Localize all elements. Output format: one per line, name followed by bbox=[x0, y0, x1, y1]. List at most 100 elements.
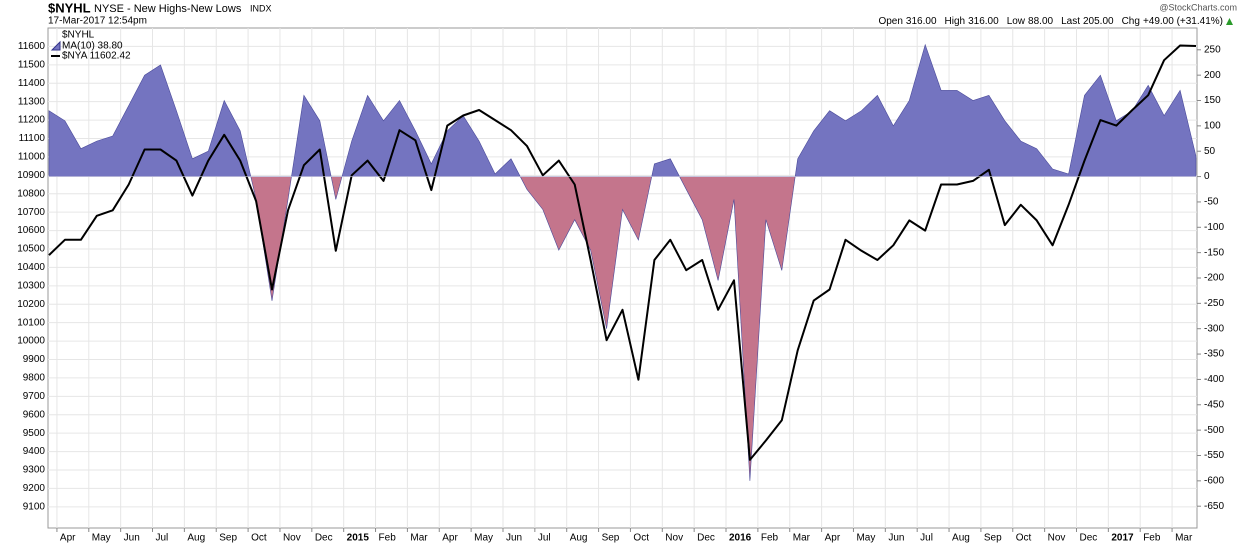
y2-tick-label: -500 bbox=[1204, 425, 1224, 436]
y-tick-label: 9900 bbox=[23, 354, 46, 365]
y-tick-label: 11300 bbox=[18, 96, 46, 107]
y-tick-label: 11000 bbox=[18, 152, 46, 163]
y2-tick-label: -350 bbox=[1204, 349, 1224, 360]
quote: Open 316.00 High 316.00 Low 88.00 Last 205.00 Ch… bbox=[878, 16, 1223, 27]
y-tick-label: 9500 bbox=[23, 428, 46, 439]
y-tick-label: 10100 bbox=[17, 317, 45, 328]
y-tick-label: 9100 bbox=[23, 501, 46, 512]
y-tick-label: 11200 bbox=[18, 115, 46, 126]
x-tick-label: Nov bbox=[665, 533, 683, 544]
quote-value: 316.00 bbox=[968, 16, 999, 27]
quote-label: Low bbox=[1007, 16, 1026, 27]
x-tick-label: Sep bbox=[602, 533, 620, 544]
source: @StockCharts.com bbox=[1159, 2, 1237, 12]
y-tick-label: 11600 bbox=[18, 41, 46, 52]
x-tick-label: Oct bbox=[633, 533, 649, 544]
y2-tick-label: -600 bbox=[1204, 475, 1224, 486]
quote-label: Open bbox=[878, 16, 902, 27]
quote-value: +49.00 (+31.41%) bbox=[1143, 16, 1223, 27]
exchange: INDX bbox=[250, 3, 272, 13]
y2-tick-label: -250 bbox=[1204, 298, 1224, 309]
y2-tick-label: -300 bbox=[1204, 323, 1224, 334]
x-tick-label: Apr bbox=[442, 533, 458, 544]
x-tick-label: Jul bbox=[920, 533, 933, 544]
y-tick-label: 10600 bbox=[17, 225, 45, 236]
y-tick-label: 10200 bbox=[17, 299, 45, 310]
x-tick-label: Sep bbox=[219, 533, 237, 544]
y-tick-label: 9300 bbox=[23, 465, 46, 476]
chart-title: $NYHL bbox=[48, 0, 91, 15]
y2-tick-label: 100 bbox=[1204, 121, 1221, 132]
y-tick-label: 11400 bbox=[18, 78, 46, 89]
x-tick-label: Mar bbox=[410, 533, 428, 544]
y-tick-label: 10300 bbox=[17, 280, 45, 291]
x-tick-label: Oct bbox=[1016, 533, 1032, 544]
x-tick-label: Aug bbox=[187, 533, 205, 544]
grid bbox=[48, 28, 1197, 528]
x-tick-label: Jun bbox=[888, 533, 904, 544]
y-tick-label: 11100 bbox=[19, 133, 46, 144]
x-tick-label: Feb bbox=[1143, 533, 1161, 544]
up-arrow bbox=[1226, 18, 1233, 25]
legend-entry: $NYA 11602.42 bbox=[62, 51, 131, 62]
x-tick-label: 2015 bbox=[347, 533, 370, 544]
x-tick-label: Dec bbox=[697, 533, 715, 544]
x-tick-label: Jul bbox=[538, 533, 551, 544]
y-tick-label: 11500 bbox=[18, 59, 46, 70]
y2-tick-label: -100 bbox=[1204, 222, 1224, 233]
x-tick-label: Aug bbox=[570, 533, 588, 544]
x-tick-label: Mar bbox=[1175, 533, 1193, 544]
y2-tick-label: -650 bbox=[1204, 501, 1224, 512]
y2-tick-label: -450 bbox=[1204, 399, 1224, 410]
y2-tick-label: 150 bbox=[1204, 95, 1221, 106]
legend-entry: MA(10) 38.80 bbox=[62, 41, 123, 52]
x-tick-label: Aug bbox=[952, 533, 970, 544]
x-tick-label: 2016 bbox=[729, 533, 752, 544]
date: 17-Mar-2017 12:54pm bbox=[48, 16, 147, 27]
legend-area-icon bbox=[50, 40, 61, 51]
y2-tick-label: -550 bbox=[1204, 450, 1224, 461]
x-tick-label: Oct bbox=[251, 533, 267, 544]
x-tick-label: Sep bbox=[984, 533, 1002, 544]
y-tick-label: 10400 bbox=[17, 262, 45, 273]
x-tick-label: Nov bbox=[283, 533, 301, 544]
y-tick-label: 9200 bbox=[23, 483, 46, 494]
y2-tick-label: 50 bbox=[1204, 146, 1216, 157]
x-tick-label: Jun bbox=[124, 533, 140, 544]
chart-subtitle: NYSE - New Highs-New Lows bbox=[94, 3, 242, 15]
y2-tick-label: -400 bbox=[1204, 374, 1224, 385]
x-tick-label: May bbox=[474, 533, 493, 544]
x-tick-label: Dec bbox=[315, 533, 333, 544]
x-tick-label: Dec bbox=[1079, 533, 1097, 544]
x-tick-label: Feb bbox=[761, 533, 779, 544]
x-tick-label: Apr bbox=[60, 533, 76, 544]
x-tick-label: 2017 bbox=[1111, 533, 1134, 544]
quote-value: 316.00 bbox=[906, 16, 937, 27]
x-tick-label: May bbox=[856, 533, 875, 544]
y2-tick-label: 250 bbox=[1204, 44, 1221, 55]
y2-tick-label: -150 bbox=[1204, 247, 1224, 258]
y2-tick-label: -50 bbox=[1204, 197, 1219, 208]
x-tick-label: Mar bbox=[793, 533, 811, 544]
x-tick-label: Nov bbox=[1048, 533, 1066, 544]
quote-label: Chg bbox=[1122, 16, 1140, 27]
y2-tick-label: 0 bbox=[1204, 171, 1210, 182]
y-tick-label: 10000 bbox=[17, 336, 45, 347]
plot-frame bbox=[47, 27, 1198, 529]
y-tick-label: 10800 bbox=[17, 188, 45, 199]
x-tick-label: Jun bbox=[506, 533, 522, 544]
y2-tick-label: 200 bbox=[1204, 70, 1221, 81]
y-tick-label: 10700 bbox=[17, 207, 45, 218]
y-tick-label: 9400 bbox=[23, 446, 46, 457]
x-tick-label: Jul bbox=[156, 533, 169, 544]
quote-value: 205.00 bbox=[1083, 16, 1114, 27]
y-tick-label: 9800 bbox=[23, 373, 46, 384]
y-tick-label: 10900 bbox=[17, 170, 45, 181]
area bbox=[48, 43, 1197, 481]
x-tick-label: Apr bbox=[825, 533, 841, 544]
quote-value: 88.00 bbox=[1028, 16, 1053, 27]
y-tick-label: 9700 bbox=[23, 391, 46, 402]
quote-label: Last bbox=[1061, 16, 1080, 27]
x-tick-label: May bbox=[92, 533, 111, 544]
